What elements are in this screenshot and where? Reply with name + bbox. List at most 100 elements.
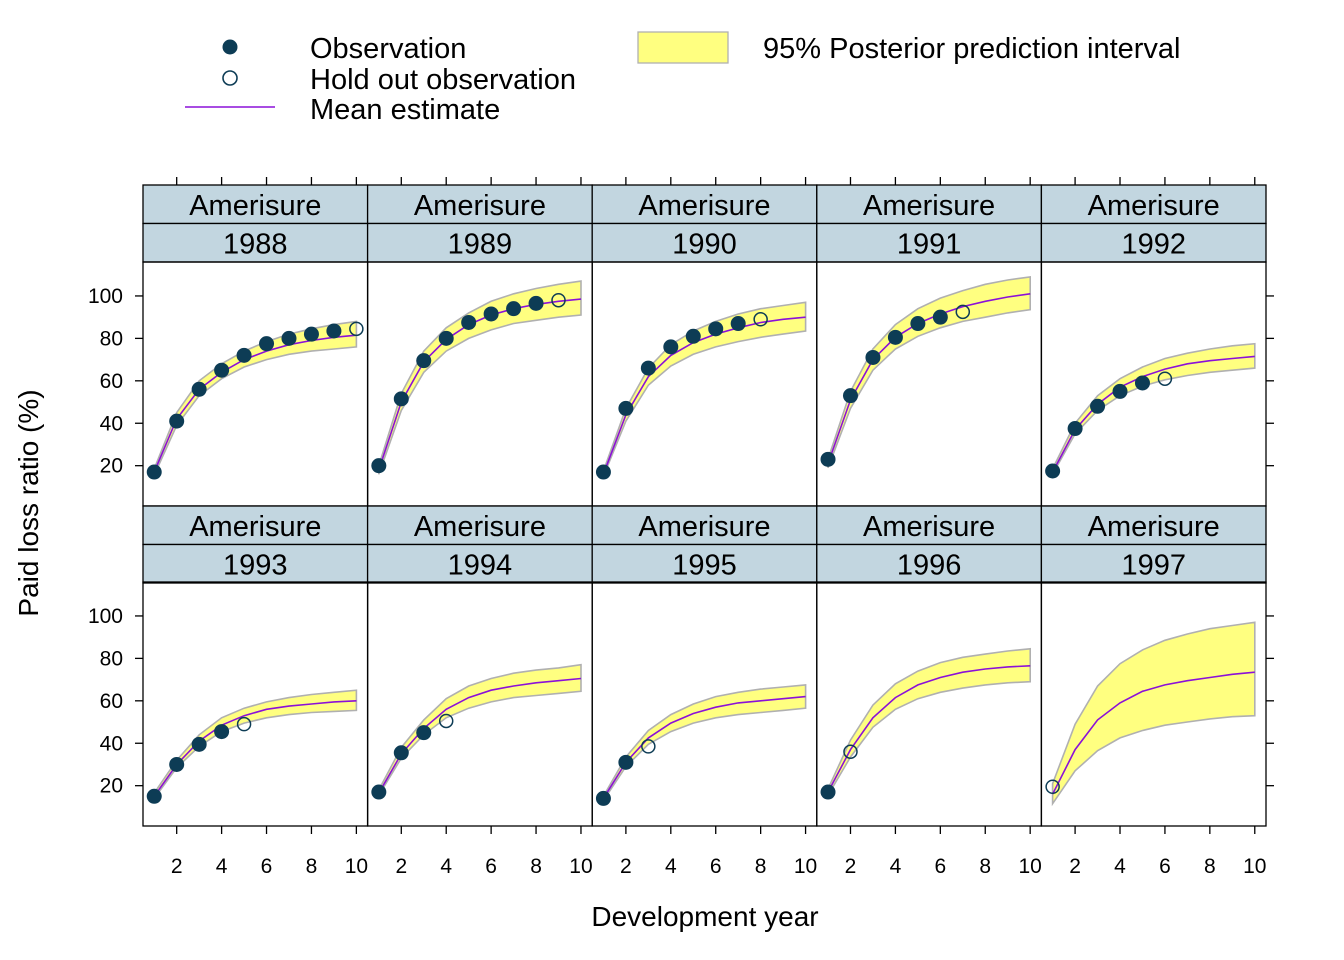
- holdout-point: [1157, 371, 1173, 386]
- panel-1991: Amerisure 1991: [816, 184, 1043, 507]
- panel-1988: Amerisure 1988: [142, 184, 369, 507]
- observation-point: [595, 790, 611, 806]
- panel-1990: Amerisure 1990: [591, 184, 818, 507]
- prediction-band: [602, 301, 807, 477]
- prediction-band: [602, 684, 807, 804]
- strip-company-label: Amerisure: [414, 190, 546, 222]
- y-tick-label: 100: [88, 605, 123, 628]
- strip-company-label: Amerisure: [414, 511, 546, 543]
- y-axis-title: Paid loss ratio (%): [13, 389, 44, 616]
- x-tick-label: 2: [845, 855, 857, 878]
- observation-point: [640, 360, 656, 376]
- legend-band-symbol: [637, 31, 729, 64]
- observation-point: [438, 330, 454, 346]
- x-tick-label: 10: [1243, 855, 1266, 878]
- prediction-band: [1051, 342, 1256, 478]
- holdout-point: [955, 304, 971, 320]
- mean-line: [1051, 355, 1255, 473]
- observation-point: [910, 316, 926, 332]
- panels: Amerisure1988Amerisure1989Amerisure1990A…: [142, 184, 1267, 827]
- panel-border: [1040, 581, 1267, 827]
- strip-year-bg: [142, 222, 369, 263]
- holdout-point: [641, 739, 656, 754]
- strip-year-bg: [366, 543, 593, 584]
- observation-point: [146, 788, 162, 804]
- x-tick-label: 2: [395, 855, 407, 878]
- mean-line: [827, 293, 1031, 464]
- strip-company-bg: [366, 184, 593, 225]
- observation-point: [169, 756, 185, 772]
- observation-point: [820, 451, 836, 467]
- observation-point: [303, 326, 319, 342]
- x-tick-label: 10: [1018, 855, 1041, 878]
- observation-point: [326, 323, 342, 339]
- observation-point: [708, 321, 724, 337]
- observation-point: [528, 295, 544, 311]
- x-axis-title: Development year: [591, 901, 818, 932]
- axes: 2 4 6 8 10 2 4 6 8 10 2 4 6 8 10 2 4 6 8 10 2 4 6 8 10 20 40 60 80 10…: [88, 177, 1274, 878]
- strip-company-label: Amerisure: [1088, 190, 1220, 222]
- panel-1994: Amerisure 1994: [366, 505, 593, 827]
- x-tick-label: 8: [1204, 855, 1216, 878]
- prediction-band: [827, 647, 1031, 799]
- observation-point: [461, 314, 477, 330]
- mean-line: [153, 334, 357, 473]
- panel-1989: Amerisure 1989: [366, 184, 593, 507]
- panel-border: [591, 261, 818, 507]
- mean-line: [378, 677, 582, 794]
- x-tick-label: 10: [569, 855, 592, 878]
- strip-year-label: 1989: [448, 229, 513, 261]
- x-tick-label: 6: [934, 855, 946, 878]
- observation-point: [236, 347, 252, 363]
- y-tick-label: 20: [100, 455, 123, 478]
- prediction-band: [827, 275, 1031, 469]
- strip-year-bg: [142, 543, 369, 584]
- observation-point: [730, 316, 746, 332]
- strip-year-label: 1990: [672, 229, 737, 261]
- holdout-point: [438, 713, 454, 729]
- strip-company-bg: [816, 505, 1043, 546]
- legend: Observation Hold out observation Mean es…: [185, 31, 1180, 126]
- mean-line: [1051, 671, 1255, 795]
- x-tick-label: 10: [794, 855, 817, 878]
- strip-year-label: 1988: [223, 229, 288, 261]
- x-tick-label: 2: [1069, 855, 1081, 878]
- y-tick-label: 100: [88, 285, 123, 308]
- observation-point: [214, 724, 230, 740]
- y-tick-label: 80: [100, 647, 123, 670]
- y-tick-label: 60: [100, 690, 123, 713]
- prediction-band: [153, 320, 358, 476]
- y-tick-label: 40: [100, 732, 123, 755]
- panel-border: [816, 581, 1043, 827]
- panel-1996: Amerisure 1996: [816, 505, 1043, 827]
- strip-year-bg: [1040, 543, 1267, 584]
- observation-point: [393, 391, 409, 407]
- legend-mean-label: Mean estimate: [310, 94, 500, 126]
- observation-point: [820, 784, 836, 800]
- strip-year-label: 1996: [897, 550, 962, 582]
- x-tick-label: 10: [345, 855, 368, 878]
- holdout-point: [236, 716, 252, 732]
- strip-year-label: 1995: [672, 550, 737, 582]
- x-tick-label: 6: [485, 855, 497, 878]
- panel-border: [142, 261, 369, 507]
- observation-point: [842, 388, 858, 404]
- observation-point: [618, 400, 634, 416]
- observation-point: [259, 336, 275, 352]
- prediction-band: [153, 689, 358, 801]
- observation-point: [618, 754, 634, 770]
- strip-year-bg: [816, 222, 1043, 263]
- strip-year-bg: [366, 222, 593, 263]
- strip-company-label: Amerisure: [863, 511, 995, 543]
- strip-year-label: 1994: [448, 550, 513, 582]
- strip-year-label: 1997: [1121, 550, 1186, 582]
- y-tick-label: 60: [100, 370, 123, 393]
- observation-point: [393, 745, 409, 761]
- legend-holdout-label: Hold out observation: [310, 64, 576, 96]
- legend-holdout-symbol: [222, 70, 238, 86]
- observation-point: [483, 306, 499, 322]
- observation-point: [595, 464, 611, 480]
- x-tick-label: 6: [1159, 855, 1171, 878]
- panel-1997: Amerisure 1997: [1040, 505, 1267, 827]
